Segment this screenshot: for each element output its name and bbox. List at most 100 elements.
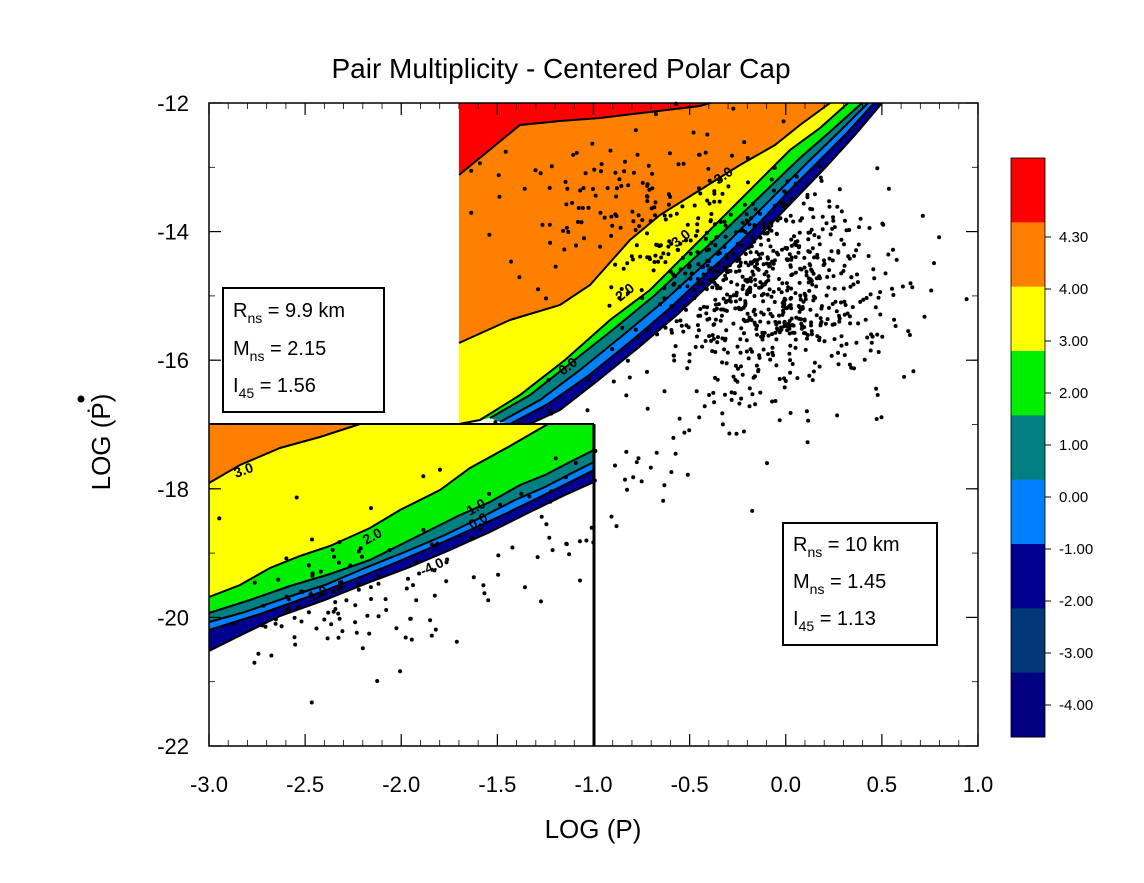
scatter-point: [662, 286, 667, 291]
scatter-point: [310, 537, 314, 542]
scatter-point: [333, 600, 338, 605]
scatter-point: [856, 242, 861, 247]
scatter-point: [773, 399, 778, 403]
scatter-point: [866, 254, 871, 258]
scatter-point: [707, 178, 712, 183]
scatter-point: [731, 321, 736, 326]
scatter-point: [746, 263, 751, 268]
scatter-point: [648, 465, 653, 470]
scatter-point: [911, 369, 916, 374]
scatter-point: [663, 260, 668, 265]
colorbar-label: -4.00: [1059, 697, 1093, 714]
x-tick-label: 0.0: [770, 772, 801, 797]
scatter-point: [748, 290, 752, 294]
scatter-point: [398, 669, 403, 674]
region-red: [459, 103, 710, 175]
scatter-point: [620, 325, 625, 330]
scatter-point: [698, 313, 703, 318]
scatter-point: [723, 223, 728, 228]
scatter-point: [624, 393, 629, 398]
scatter-point: [592, 167, 597, 172]
scatter-point: [682, 430, 687, 435]
colorbar-label: 0.00: [1059, 489, 1088, 506]
scatter-point: [689, 271, 694, 276]
scatter-point: [738, 263, 743, 268]
scatter-point: [750, 392, 755, 397]
colorbar-segment: [1011, 351, 1045, 416]
scatter-point: [766, 256, 770, 261]
scatter-point: [852, 366, 856, 371]
scatter-point: [593, 193, 598, 198]
scatter-point: [872, 276, 877, 281]
scatter-point: [654, 112, 658, 117]
scatter-point: [590, 141, 595, 146]
mass-label: Mns = 1.45: [793, 571, 886, 597]
scatter-point: [669, 470, 674, 475]
scatter-point: [811, 271, 816, 276]
mass-label: Mns = 2.15: [233, 338, 326, 364]
scatter-point: [639, 479, 644, 484]
scatter-point: [336, 587, 341, 592]
scatter-point: [848, 284, 853, 289]
scatter-point: [776, 287, 781, 292]
scatter-point: [714, 283, 719, 288]
scatter-point: [790, 362, 795, 366]
scatter-point: [886, 186, 891, 191]
scatter-point: [750, 235, 755, 240]
scatter-point: [719, 313, 724, 318]
scatter-point: [756, 369, 761, 374]
scatter-point: [408, 616, 413, 621]
scatter-point: [827, 268, 832, 273]
scatter-point: [794, 243, 799, 248]
scatter-point: [836, 362, 841, 367]
scatter-point: [758, 256, 763, 261]
scatter-point: [782, 320, 787, 325]
scatter-point: [740, 287, 745, 291]
scatter-point: [855, 272, 859, 277]
scatter-point: [296, 605, 301, 610]
scatter-point: [964, 297, 969, 302]
scatter-point: [330, 548, 335, 552]
scatter-point: [811, 369, 816, 374]
scatter-point: [574, 243, 578, 248]
scatter-point: [805, 440, 810, 445]
scatter-point: [728, 294, 733, 299]
region-blue-lower: [209, 462, 594, 630]
scatter-point: [583, 171, 588, 176]
scatter-point: [336, 635, 341, 640]
scatter-point: [614, 194, 619, 199]
scatter-point: [706, 166, 711, 171]
scatter-point: [811, 298, 816, 303]
scatter-point: [819, 178, 824, 183]
scatter-point: [920, 213, 925, 218]
scatter-point: [634, 243, 639, 248]
scatter-point: [777, 418, 782, 423]
region-orange: [459, 103, 830, 343]
scatter-point: [729, 397, 734, 402]
scatter-point: [509, 259, 514, 264]
scatter-point: [802, 265, 807, 270]
scatter-point: [607, 303, 612, 308]
scatter-point: [932, 261, 936, 266]
scatter-point: [796, 250, 801, 255]
scatter-point: [835, 204, 840, 209]
scatter-point: [875, 166, 880, 171]
scatter-point: [704, 236, 708, 241]
scatter-point: [496, 572, 501, 577]
scatter-point: [842, 353, 847, 358]
scatter-point: [772, 203, 777, 208]
scatter-point: [806, 280, 811, 285]
scatter-point: [858, 299, 863, 304]
scatter-point: [777, 320, 782, 325]
scatter-point: [322, 617, 327, 622]
scatter-point: [785, 179, 790, 184]
scatter-point: [891, 293, 896, 297]
scatter-point: [830, 302, 835, 306]
scatter-point: [733, 299, 738, 304]
scatter-point: [610, 347, 615, 352]
scatter-point: [668, 194, 673, 199]
scatter-point: [713, 350, 718, 354]
scatter-point: [724, 328, 729, 333]
scatter-point: [722, 245, 727, 249]
scatter-point: [376, 614, 381, 619]
